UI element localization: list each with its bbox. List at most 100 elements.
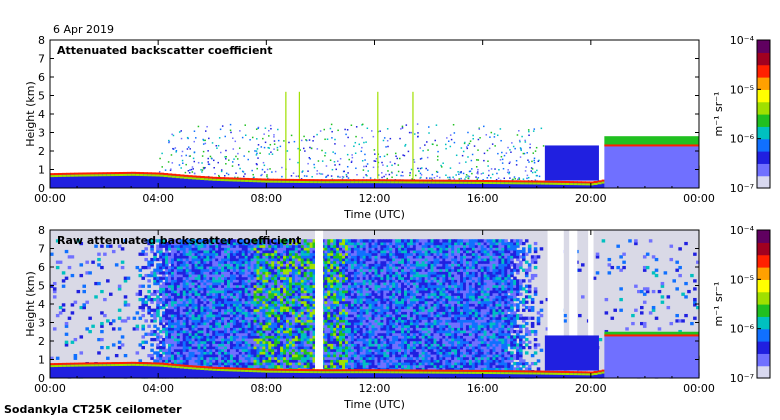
- noise-cell: [286, 260, 290, 264]
- noise-cell: [179, 260, 184, 264]
- colorbar-unit-label: m⁻¹ sr⁻¹: [712, 282, 725, 327]
- noise-cell: [271, 343, 275, 347]
- noise-cell: [182, 239, 187, 243]
- noise-cell: [168, 281, 172, 286]
- boundary-layer-top: [78, 172, 84, 175]
- noise-cell: [209, 284, 213, 288]
- noise-cell: [159, 241, 163, 246]
- noise-cell: [200, 271, 204, 275]
- noise-cell: [235, 249, 240, 254]
- noise-cell: [212, 348, 216, 352]
- noise-cell: [330, 255, 334, 259]
- boundary-layer-edge: [569, 183, 574, 186]
- noise-cell: [209, 348, 213, 352]
- boundary-layer-cell: [78, 173, 84, 188]
- noise-cell: [324, 364, 328, 368]
- noise-cell: [330, 257, 334, 262]
- noise-cell: [85, 327, 89, 331]
- backscatter-speck: [228, 159, 230, 161]
- noise-cell: [221, 263, 225, 267]
- boundary-layer-top: [528, 180, 534, 183]
- noise-cell: [209, 300, 213, 304]
- x-tick-label: 12:00: [359, 192, 391, 205]
- boundary-layer-top: [305, 179, 311, 182]
- noise-cell: [294, 276, 299, 280]
- backscatter-speck: [520, 148, 522, 150]
- noise-cell: [274, 335, 278, 339]
- noise-cell: [168, 327, 172, 331]
- noise-cell: [203, 361, 207, 366]
- noise-cell: [303, 359, 308, 363]
- noise-cell: [176, 260, 181, 264]
- noise-cell: [288, 327, 293, 331]
- noise-cell: [182, 292, 187, 296]
- backscatter-speck: [364, 153, 366, 156]
- noise-cell: [333, 241, 337, 246]
- backscatter-speck: [438, 176, 441, 179]
- noise-cell: [262, 268, 266, 272]
- noise-cell: [215, 273, 219, 278]
- noise-cell: [224, 329, 228, 334]
- noise-cell: [206, 359, 210, 363]
- backscatter-speck: [381, 176, 383, 179]
- boundary-layer-cell: [155, 173, 161, 188]
- noise-cell: [227, 263, 231, 267]
- boundary-layer-top: [386, 179, 392, 182]
- backscatter-speck: [425, 177, 428, 179]
- noise-cell: [165, 289, 169, 294]
- noise-cell: [218, 289, 222, 294]
- noise-cell: [188, 279, 193, 283]
- noise-cell: [333, 292, 337, 296]
- noise-cell: [114, 353, 119, 358]
- noise-cell: [312, 321, 317, 326]
- noise-cell: [330, 356, 334, 360]
- noise-cell: [303, 252, 308, 256]
- noise-cell: [165, 297, 169, 302]
- backscatter-speck: [324, 138, 326, 141]
- boundary-layer-edge: [475, 181, 481, 184]
- backscatter-speck: [460, 177, 462, 180]
- noise-cell: [227, 351, 231, 355]
- noise-cell: [173, 351, 178, 355]
- noise-cell: [176, 271, 181, 275]
- backscatter-speck: [175, 151, 177, 153]
- backscatter-speck: [241, 170, 244, 173]
- noise-cell: [188, 308, 193, 312]
- noise-cell: [250, 332, 255, 336]
- noise-cell: [185, 311, 190, 315]
- y-tick-label: 1: [38, 164, 45, 177]
- boundary-layer-cell: [208, 177, 213, 188]
- boundary-layer-top: [569, 181, 574, 184]
- noise-cell: [221, 292, 225, 296]
- backscatter-speck: [465, 161, 467, 163]
- backscatter-speck: [531, 168, 534, 170]
- noise-cell: [191, 361, 196, 366]
- noise-cell: [123, 239, 128, 243]
- noise-cell: [182, 265, 187, 270]
- noise-cell: [141, 265, 145, 270]
- noise-cell: [271, 335, 275, 339]
- noise-cell: [194, 313, 199, 318]
- backscatter-speck: [172, 134, 175, 137]
- noise-cell: [218, 329, 222, 334]
- boundary-layer-top: [358, 179, 363, 182]
- noise-cell: [197, 319, 202, 323]
- noise-cell: [280, 337, 284, 342]
- noise-cell: [185, 289, 190, 294]
- noise-cell: [259, 303, 263, 307]
- boundary-layer-edge: [561, 182, 566, 185]
- noise-cell: [109, 292, 113, 296]
- noise-cell: [241, 279, 246, 283]
- boundary-layer-top: [183, 174, 189, 177]
- noise-cell: [306, 351, 311, 355]
- noise-cell: [209, 340, 213, 344]
- noise-cell: [256, 289, 261, 294]
- noise-cell: [294, 284, 299, 288]
- noise-cell: [327, 359, 331, 363]
- backscatter-speck: [307, 162, 309, 165]
- backscatter-speck: [171, 133, 173, 136]
- boundary-layer-edge: [273, 180, 278, 183]
- noise-cell: [327, 337, 331, 342]
- noise-cell: [321, 353, 325, 358]
- noise-cell: [206, 348, 210, 352]
